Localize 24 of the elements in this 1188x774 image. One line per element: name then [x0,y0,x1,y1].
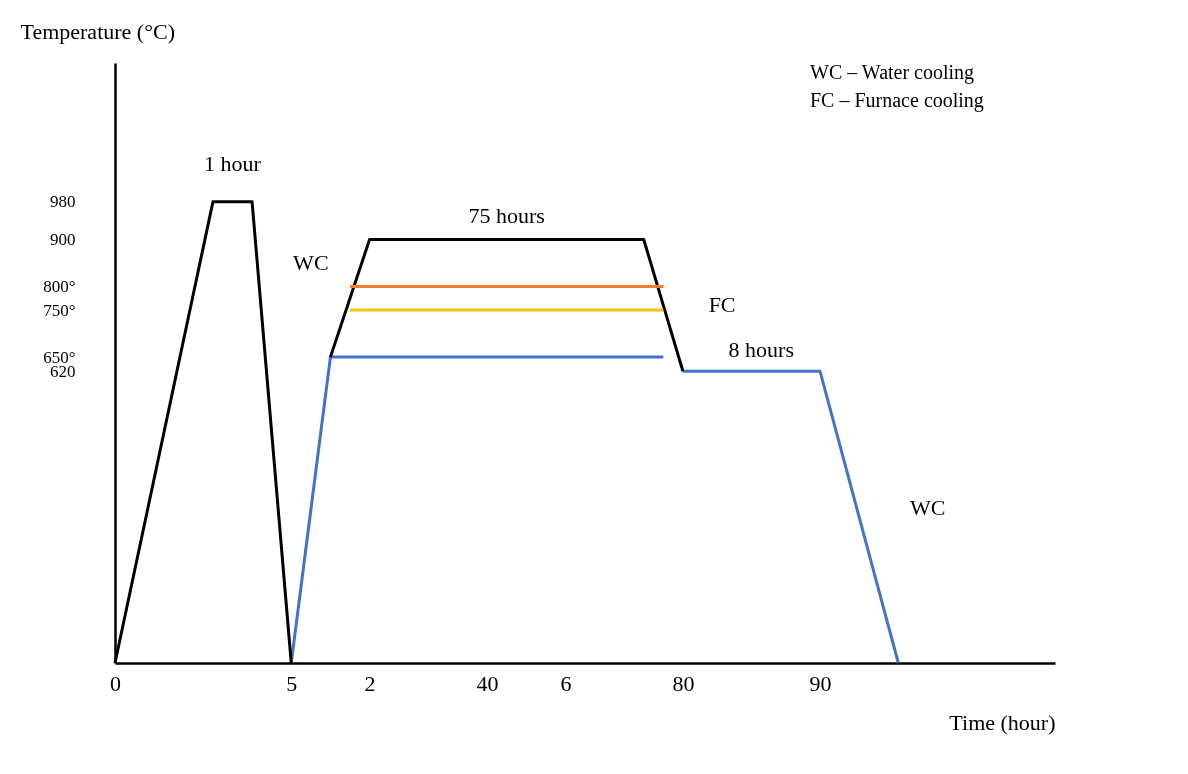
x-tick-label: 2 [364,670,376,696]
annotation: FC – Furnace cooling [810,89,984,112]
y-tick-label: 980 [50,192,76,212]
x-tick-label: 80 [672,670,695,696]
annotation: 8 hours [728,337,794,363]
line-series [328,237,685,373]
x-axis-title: Time (hour) [949,709,1056,735]
x-tick-label: 0 [110,670,121,696]
y-axis-title: Temperature (°C) [20,18,175,44]
line-series [681,369,900,665]
y-tick-label: 750° [43,300,76,320]
annotation: WC – Water cooling [810,61,975,84]
annotation: 75 hours [468,202,545,228]
x-tick-label: 90 [809,670,832,696]
annotation: WC [909,494,946,520]
y-tick-label: 650° [43,347,76,367]
x-tick-label: 6 [560,670,572,696]
annotation: 1 hour [204,151,262,177]
x-tick-label: 40 [476,670,499,696]
y-tick-label: 900 [50,229,76,249]
x-tick-label: 5 [286,670,298,696]
y-tick-label: 800° [43,277,76,297]
annotation: FC [708,292,736,318]
annotation: WC [293,250,329,275]
